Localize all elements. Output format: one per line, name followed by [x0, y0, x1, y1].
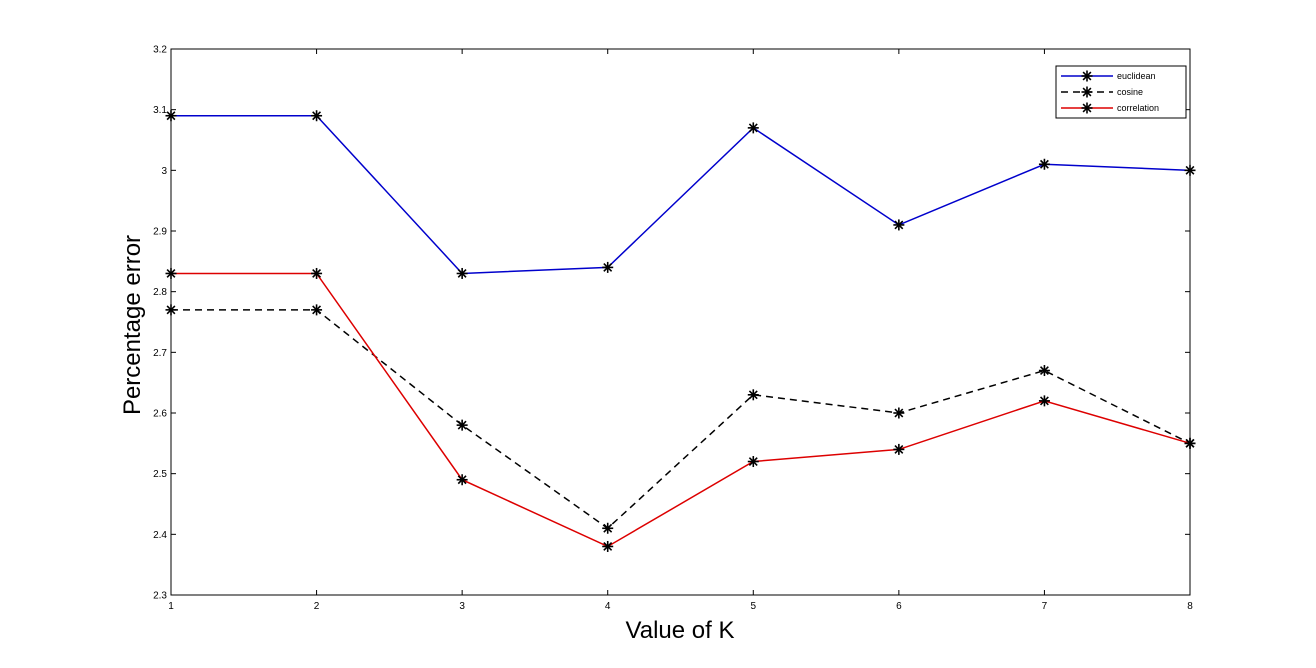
data-point-cosine — [602, 522, 614, 534]
y-tick-label: 2.7 — [153, 348, 167, 359]
series-layer — [165, 110, 1196, 552]
x-tick-label: 4 — [605, 601, 611, 612]
y-tick-label: 3 — [161, 166, 167, 177]
data-point-cosine — [747, 389, 759, 401]
x-tick-label: 7 — [1042, 601, 1048, 612]
series-line-correlation — [171, 272, 1191, 548]
y-tick-label: 2.3 — [153, 591, 167, 602]
x-tick-label: 8 — [1187, 601, 1193, 612]
x-tick-label: 2 — [314, 601, 320, 612]
y-tick-label: 3.1 — [153, 105, 167, 116]
data-point-euclidean — [456, 267, 468, 279]
data-point-euclidean — [602, 261, 614, 273]
y-axis-title: Percentage error — [119, 235, 146, 415]
data-point-euclidean — [747, 122, 759, 134]
data-point-correlation — [456, 474, 468, 486]
legend-label-euclidean: euclidean — [1117, 71, 1156, 81]
series-line-euclidean — [171, 114, 1191, 275]
data-point-cosine — [893, 407, 905, 419]
legend-label-cosine: cosine — [1117, 87, 1143, 97]
x-tick-label: 5 — [751, 601, 757, 612]
y-tick-label: 2.8 — [153, 287, 167, 298]
data-point-cosine — [456, 419, 468, 431]
data-point-correlation — [165, 267, 177, 279]
y-tick-label: 2.6 — [153, 409, 167, 420]
x-tick-label: 3 — [459, 601, 465, 612]
data-point-euclidean — [1038, 158, 1050, 170]
x-tick-label: 6 — [896, 601, 902, 612]
ticks-layer: 1 2 3 4 5 6 7 8 2.3 2.4 2.5 2.6 2.7 2.8 2.9 3 3.1 3.2 — [153, 45, 1193, 613]
y-tick-label: 2.4 — [153, 530, 167, 541]
legend-marker-cosine — [1081, 86, 1093, 98]
data-point-euclidean — [1184, 164, 1196, 176]
legend-marker-correlation — [1081, 102, 1093, 114]
data-point-cosine — [311, 304, 323, 316]
data-point-euclidean — [165, 110, 177, 122]
legend-label-correlation: correlation — [1117, 103, 1159, 113]
x-tick-label: 1 — [168, 601, 174, 612]
data-point-correlation — [1184, 437, 1196, 449]
y-tick-label: 3.2 — [153, 45, 167, 56]
data-point-euclidean — [311, 110, 323, 122]
y-tick-label: 2.5 — [153, 469, 167, 480]
legend: euclidean cosine correlation — [1055, 65, 1187, 119]
data-point-cosine — [165, 304, 177, 316]
data-point-cosine — [1038, 365, 1050, 377]
data-point-euclidean — [893, 219, 905, 231]
y-tick-label: 2.9 — [153, 227, 167, 238]
data-point-correlation — [311, 267, 323, 279]
data-point-correlation — [602, 540, 614, 552]
data-point-correlation — [747, 456, 759, 468]
data-point-correlation — [893, 443, 905, 455]
x-axis-title: Value of K — [626, 617, 735, 644]
plot-area — [170, 48, 1191, 596]
legend-marker-euclidean — [1081, 70, 1093, 82]
data-point-correlation — [1038, 395, 1050, 407]
